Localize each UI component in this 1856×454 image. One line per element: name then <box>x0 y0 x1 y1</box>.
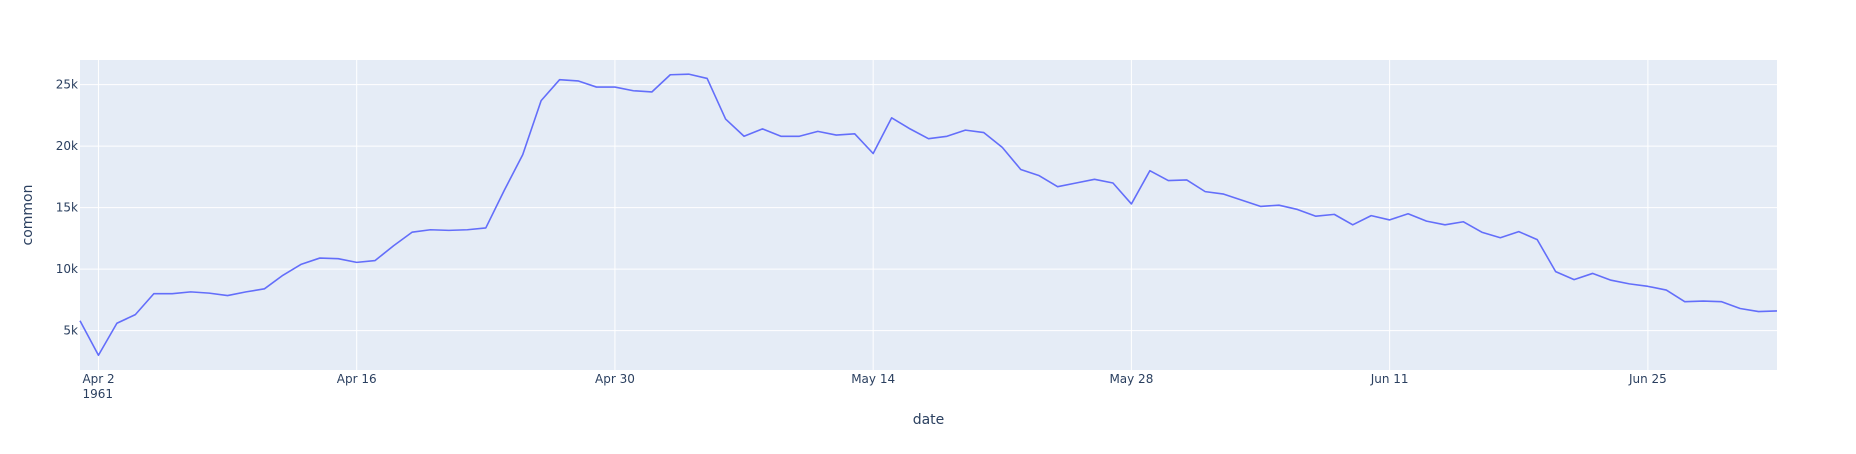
x-tick-label: Apr 2 <box>82 372 114 386</box>
x-tick-label: Apr 30 <box>595 372 635 386</box>
x-axis-title: date <box>913 412 945 428</box>
y-tick-label: 10k <box>56 262 78 276</box>
y-tick-label: 20k <box>56 139 78 153</box>
x-gridlines <box>97 60 1649 370</box>
x-tick-label: Jun 25 <box>1628 372 1667 386</box>
x-tick-sublabel: 1961 <box>82 387 113 401</box>
y-tick-label: 25k <box>56 78 78 92</box>
series-line <box>79 73 1778 357</box>
x-tick-label: Jun 11 <box>1370 372 1409 386</box>
y-tick-label: 5k <box>63 324 78 338</box>
x-tick-label: May 14 <box>851 372 895 386</box>
plot-area <box>80 60 1777 370</box>
y-axis-ticks: 5k 10k 15k 20k 25k <box>56 78 78 338</box>
y-axis-title: common <box>20 185 36 246</box>
x-tick-label: May 28 <box>1109 372 1153 386</box>
y-gridlines <box>80 84 1777 332</box>
x-tick-label: Apr 16 <box>337 372 377 386</box>
y-tick-label: 15k <box>56 201 78 215</box>
